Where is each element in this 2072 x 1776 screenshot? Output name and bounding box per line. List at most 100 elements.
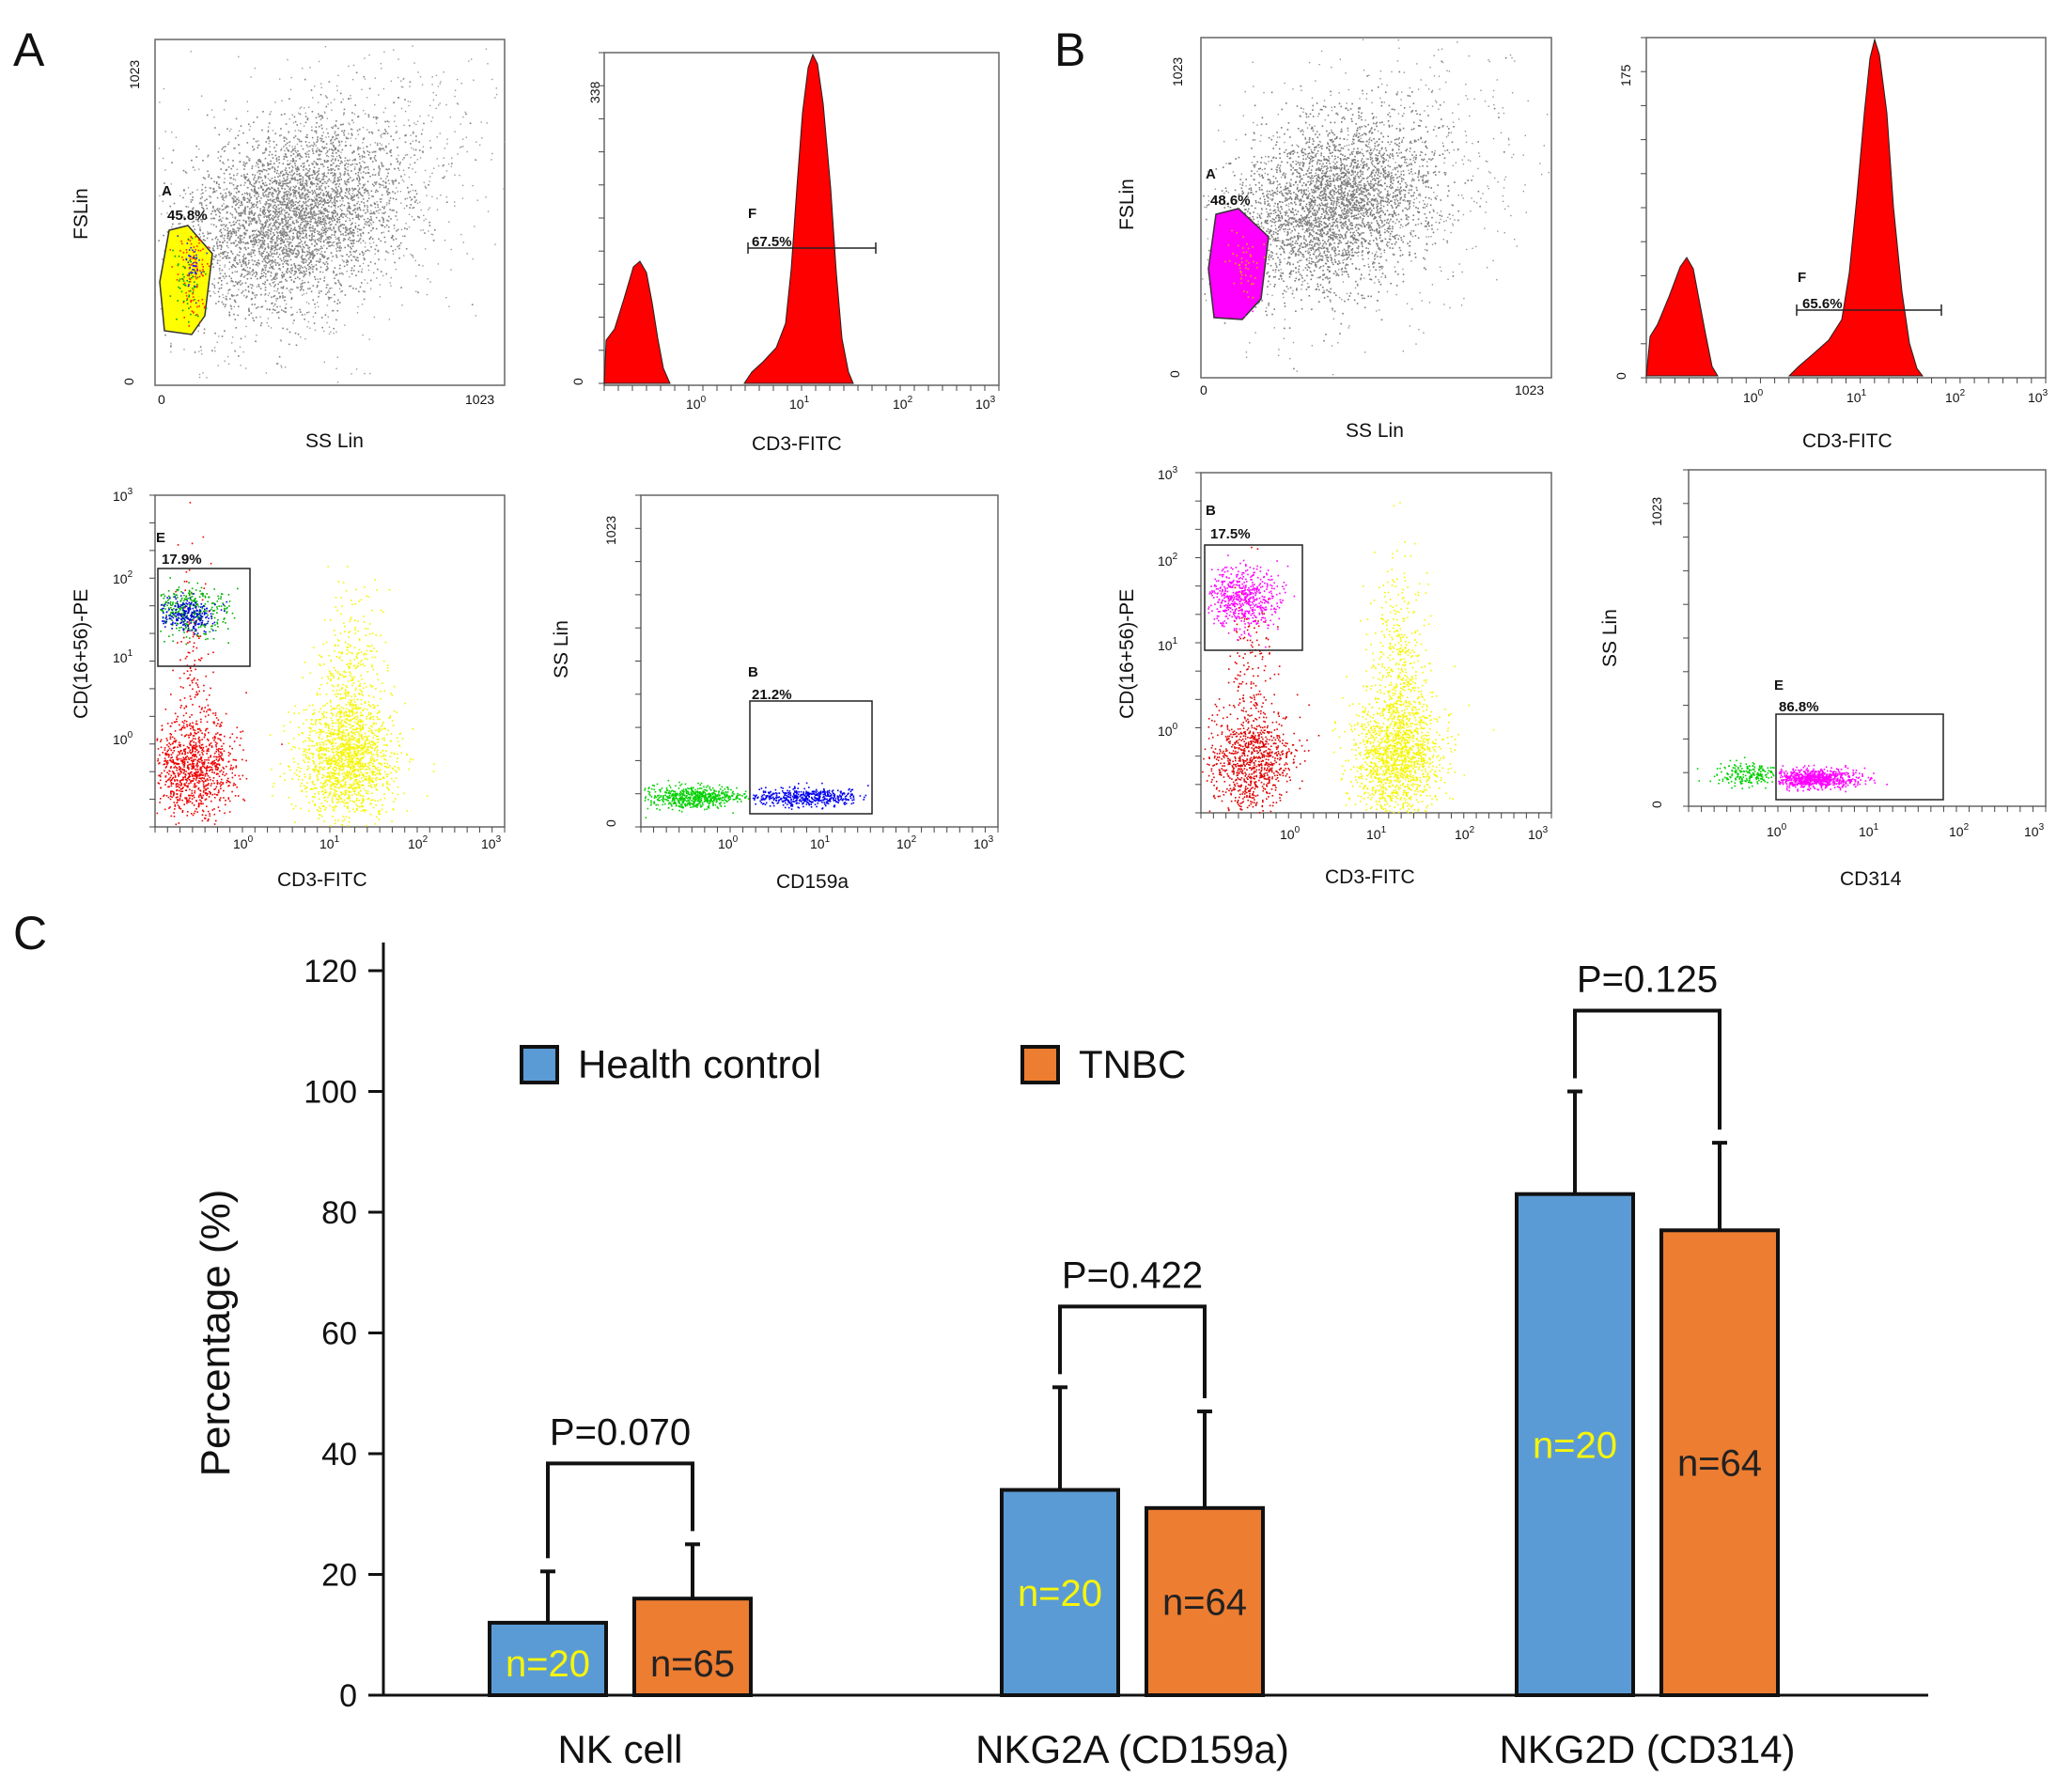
histogram-fill — [1646, 39, 1923, 376]
x-axis-label: SS Lin — [1346, 420, 1404, 442]
y-tick-0: 0 — [1649, 801, 1664, 808]
panel-b-scatter-cd3-cd1656: B 17.5% 103 102 101 100 100 101 102 103 … — [1116, 465, 1551, 888]
x-axis-label: CD3-FITC — [1325, 866, 1415, 888]
panel-a-scatter-fs-ss: A 45.8% 0 1023 0 1023 SS Lin FSLin — [70, 39, 505, 452]
log-tick-1: 101 — [789, 395, 810, 412]
x-axis-label: CD3-FITC — [752, 433, 842, 455]
scatter-dots — [644, 780, 868, 818]
y-log-ticks: 103 102 101 100 — [1158, 465, 1178, 739]
significance-bracket — [1060, 1306, 1205, 1398]
gate-percent: 67.5% — [752, 234, 792, 250]
panel-letter-c: C — [13, 907, 47, 959]
y-tick-label: 120 — [304, 954, 357, 989]
gate-label: A — [162, 183, 172, 199]
x-axis-label: CD3-FITC — [1802, 430, 1893, 452]
n-label: n=65 — [650, 1644, 735, 1685]
n-label: n=20 — [506, 1644, 590, 1685]
y-tick-label: 40 — [321, 1437, 357, 1472]
x-log-ticks: 100 101 102 103 — [686, 395, 996, 412]
panel-a-scatter-cd159a: B 21.2% 0 1023 100 101 102 103 CD159a SS… — [551, 495, 998, 893]
plot-frame — [1201, 473, 1551, 813]
histogram-fill — [604, 55, 853, 383]
gate-percent: 86.8% — [1779, 699, 1819, 715]
x-tick-max: 1023 — [465, 392, 494, 407]
x-log-ticks: 100 101 102 103 — [718, 834, 994, 851]
minor-ticks — [1683, 470, 1689, 806]
y-tick-0: 0 — [1167, 370, 1182, 378]
y-tick-0: 0 — [121, 378, 136, 385]
panel-b-histogram-cd3: F 65.6% 0 175 100 101 102 103 CD3-FITC — [1613, 38, 2049, 452]
panel-b-scatter-fs-ss: A 48.6% 0 1023 0 1023 SS Lin FSLin — [1116, 38, 1551, 442]
x-axis-label: CD3-FITC — [277, 869, 367, 891]
minor-ticks — [1689, 806, 2046, 812]
panel-letter-a: A — [13, 23, 45, 76]
gate-percent: 17.9% — [162, 552, 202, 568]
minor-ticks — [604, 385, 999, 391]
plot-frame — [641, 495, 998, 827]
minor-ticks — [1195, 473, 1201, 813]
panel-b-scatter-cd314: E 86.8% 0 1023 100 101 102 103 CD314 SS … — [1599, 470, 2046, 890]
scatter-dots — [1202, 502, 1494, 814]
panel-letter-b: B — [1054, 23, 1085, 76]
minor-ticks — [641, 827, 998, 833]
y-tick-max: 1023 — [127, 60, 142, 89]
scatter-dots — [158, 45, 505, 382]
y-tick-0: 0 — [570, 378, 585, 385]
x-axis-label: CD314 — [1840, 868, 1902, 890]
n-label: n=20 — [1018, 1573, 1102, 1614]
legend-label: Health control — [578, 1042, 821, 1086]
scatter-dots — [1697, 756, 1888, 792]
y-axis-label: SS Lin — [1599, 609, 1621, 667]
y-axis-label: SS Lin — [551, 620, 572, 678]
minor-ticks — [149, 495, 155, 827]
y-axis-label: Percentage (%) — [193, 1190, 239, 1477]
x-log-ticks: 100 101 102 103 — [233, 834, 502, 851]
legend-swatch — [1022, 1047, 1058, 1083]
gate-label: F — [1798, 270, 1806, 286]
legend-label: TNBC — [1079, 1042, 1186, 1086]
x-tick-max: 1023 — [1515, 382, 1544, 397]
y-axis-label: CD(16+56)-PE — [1116, 589, 1138, 719]
category-label: NKG2D (CD314) — [1499, 1727, 1795, 1771]
minor-ticks — [1641, 38, 1646, 378]
minor-ticks — [155, 827, 505, 833]
gate-percent: 48.6% — [1210, 193, 1251, 209]
y-tick-0: 0 — [603, 819, 618, 827]
n-label: n=64 — [1677, 1443, 1762, 1485]
gate-label: B — [1206, 503, 1216, 519]
y-axis-label: FSLin — [70, 188, 92, 240]
plot-frame — [1689, 470, 2046, 806]
y-tick-label: 80 — [321, 1195, 357, 1231]
gate-label: B — [748, 664, 758, 680]
y-axis-label: FSLin — [1116, 179, 1138, 230]
x-tick-0: 0 — [1200, 382, 1207, 397]
y-tick-max: 338 — [587, 81, 602, 103]
log-tick-2: 102 — [893, 395, 913, 412]
y-tick-max: 175 — [1618, 64, 1633, 86]
category-label: NK cell — [557, 1727, 682, 1771]
y-tick-max: 1023 — [1170, 57, 1185, 86]
x-log-ticks: 100 101 102 103 — [1743, 388, 2049, 405]
gate-label: A — [1206, 166, 1216, 182]
y-tick-label: 20 — [321, 1558, 357, 1594]
gate-percent: 21.2% — [752, 687, 792, 703]
gate-polygon-a — [160, 226, 212, 335]
minor-ticks — [1646, 378, 2046, 383]
y-tick-max: 1023 — [1649, 497, 1664, 526]
x-axis-label: CD159a — [776, 871, 849, 893]
y-tick-max: 1023 — [603, 516, 618, 545]
legend-swatch — [522, 1047, 557, 1083]
scatter-dots — [1202, 39, 1550, 376]
x-log-ticks: 100 101 102 103 — [1767, 822, 2045, 839]
y-tick-label: 60 — [321, 1316, 357, 1352]
panel-a-scatter-cd3-cd1656: E 17.9% 103 102 101 100 100 101 102 103 … — [70, 487, 505, 891]
y-tick-label: 100 — [304, 1075, 357, 1111]
log-tick-0: 100 — [686, 395, 707, 412]
gate-percent: 65.6% — [1802, 296, 1843, 312]
log-tick-3: 103 — [975, 395, 996, 412]
x-axis-label: SS Lin — [305, 430, 364, 452]
panel-a-histogram-cd3: F 67.5% 0 338 100 101 102 103 CD3-FITC — [570, 53, 999, 455]
significance-bracket — [1575, 1011, 1720, 1130]
n-label: n=20 — [1533, 1425, 1617, 1466]
